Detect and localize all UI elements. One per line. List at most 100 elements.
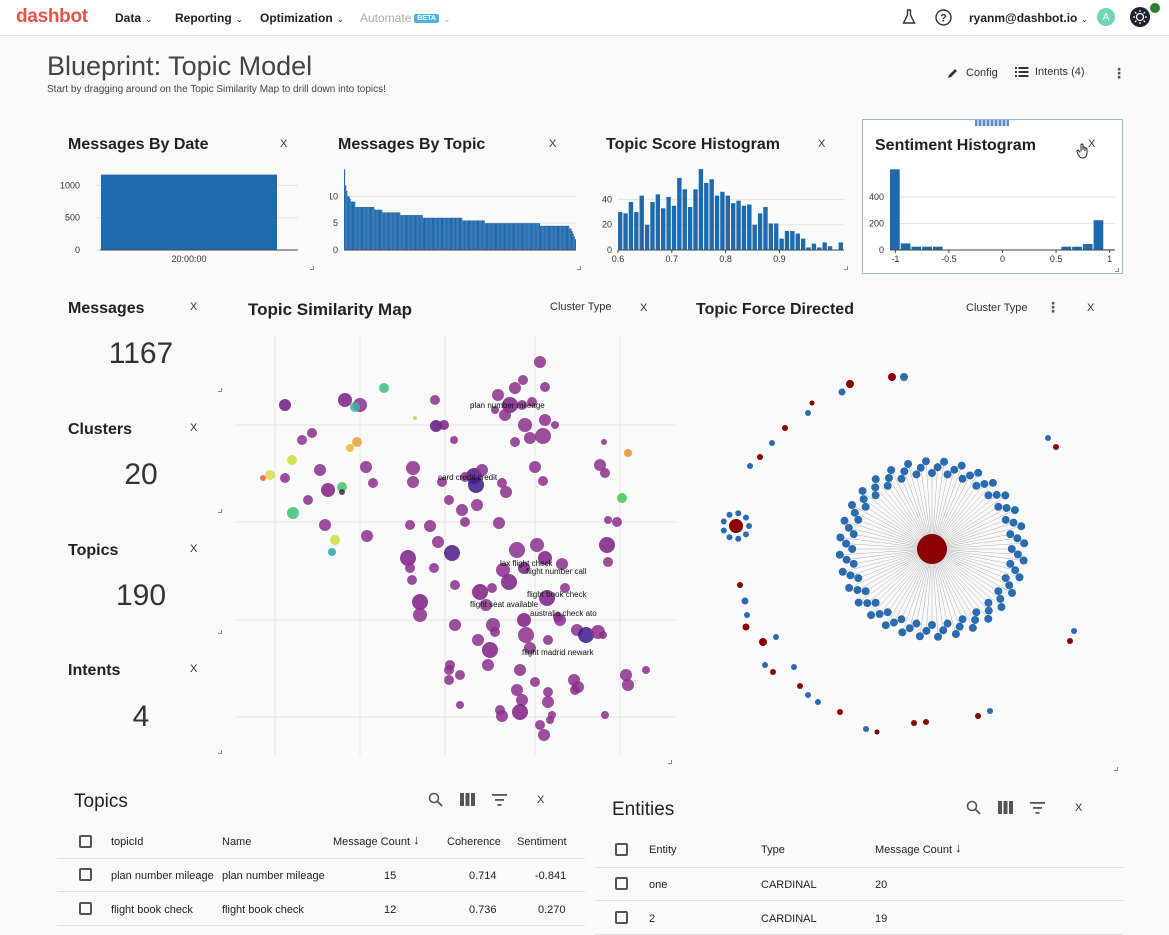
bar[interactable] [656,194,660,250]
topic-dot[interactable] [450,436,458,444]
close-button[interactable]: X [280,138,287,150]
bar[interactable] [546,226,547,250]
graph-node[interactable] [885,474,893,482]
bar[interactable] [344,169,345,250]
graph-node[interactable] [735,510,741,516]
columns-icon[interactable] [998,801,1013,814]
bar[interactable] [376,210,377,250]
bar[interactable] [559,226,560,250]
bar[interactable] [569,229,570,251]
topic-dot[interactable] [617,493,627,503]
topic-dot[interactable] [492,389,504,401]
topic-dot[interactable] [432,536,444,548]
column-header[interactable]: Type [761,844,785,856]
resize-handle[interactable] [218,750,222,754]
topic-dot[interactable] [405,520,415,530]
topic-dot[interactable] [455,670,465,680]
bar[interactable] [454,218,455,250]
bar[interactable] [489,223,490,250]
row-checkbox[interactable] [615,877,628,890]
bar[interactable] [460,218,461,250]
bar[interactable] [450,218,451,250]
bar[interactable] [461,218,462,250]
bar[interactable] [720,192,724,250]
bar[interactable] [801,239,805,250]
bar[interactable] [358,207,359,250]
bar[interactable] [426,218,427,250]
bar[interactable] [405,215,406,250]
bar[interactable] [453,218,454,250]
bar[interactable] [556,226,557,250]
bar[interactable] [351,202,352,250]
topic-dot[interactable] [352,437,362,447]
bar[interactable] [497,223,498,250]
graph-node[interactable] [904,460,912,468]
topic-dot[interactable] [543,687,553,697]
bar[interactable] [774,223,778,250]
bar[interactable] [502,223,503,250]
topic-dot[interactable] [490,627,500,637]
bar[interactable] [553,226,554,250]
topic-dot[interactable] [456,504,468,516]
topic-dot[interactable] [546,716,554,724]
bar[interactable] [511,223,512,250]
topic-dot[interactable] [510,437,520,447]
bar[interactable] [661,208,665,250]
bar[interactable] [367,207,368,250]
nav-data[interactable]: Data⌄ [115,11,153,25]
bar[interactable] [466,220,467,250]
bar[interactable] [503,223,504,250]
graph-node[interactable] [839,389,846,396]
bar[interactable] [779,239,783,250]
graph-node[interactable] [888,373,896,381]
bar[interactable] [350,199,351,250]
config-button[interactable]: Config [946,66,998,80]
graph-node[interactable] [850,560,858,568]
graph-node[interactable] [1015,573,1023,581]
close-button[interactable]: X [1087,302,1094,314]
bar[interactable] [542,226,543,250]
graph-node[interactable] [872,491,880,499]
bar[interactable] [412,215,413,250]
bar[interactable] [406,215,407,250]
bar[interactable] [506,223,507,250]
bar[interactable] [349,196,350,250]
bar[interactable] [549,226,550,250]
bar[interactable] [560,226,561,250]
nav-optimization[interactable]: Optimization⌄ [260,11,344,25]
bar[interactable] [373,207,374,250]
topic-dot[interactable] [604,516,612,524]
topic-dot[interactable] [603,557,613,567]
bar[interactable] [485,223,486,250]
graph-node[interactable] [867,611,875,619]
graph-node[interactable] [773,634,779,640]
bar[interactable] [477,220,478,250]
bar[interactable] [372,207,373,250]
graph-node[interactable] [1071,628,1077,634]
bar[interactable] [467,220,468,250]
topic-dot[interactable] [622,679,634,691]
bar[interactable] [567,226,568,250]
topic-dot[interactable] [524,432,536,444]
bar[interactable] [397,212,398,250]
graph-node[interactable] [1002,516,1010,524]
graph-node[interactable] [871,483,879,491]
graph-node[interactable] [972,482,980,490]
topic-dot[interactable] [601,439,607,445]
bar[interactable] [364,207,365,250]
topic-dot[interactable] [509,542,525,558]
close-button[interactable]: X [190,301,197,313]
bar[interactable] [494,223,495,250]
search-icon[interactable] [966,800,981,815]
bar[interactable] [731,203,735,250]
bar[interactable] [618,212,622,250]
topic-similarity-map[interactable]: plan number mileage card credit credit l… [230,330,678,760]
bar[interactable] [468,220,469,250]
bar[interactable] [421,215,422,250]
bar[interactable] [520,223,521,250]
graph-node[interactable] [848,545,856,553]
topic-dot[interactable] [314,464,326,476]
bar[interactable] [890,169,900,250]
graph-node[interactable] [747,463,753,469]
